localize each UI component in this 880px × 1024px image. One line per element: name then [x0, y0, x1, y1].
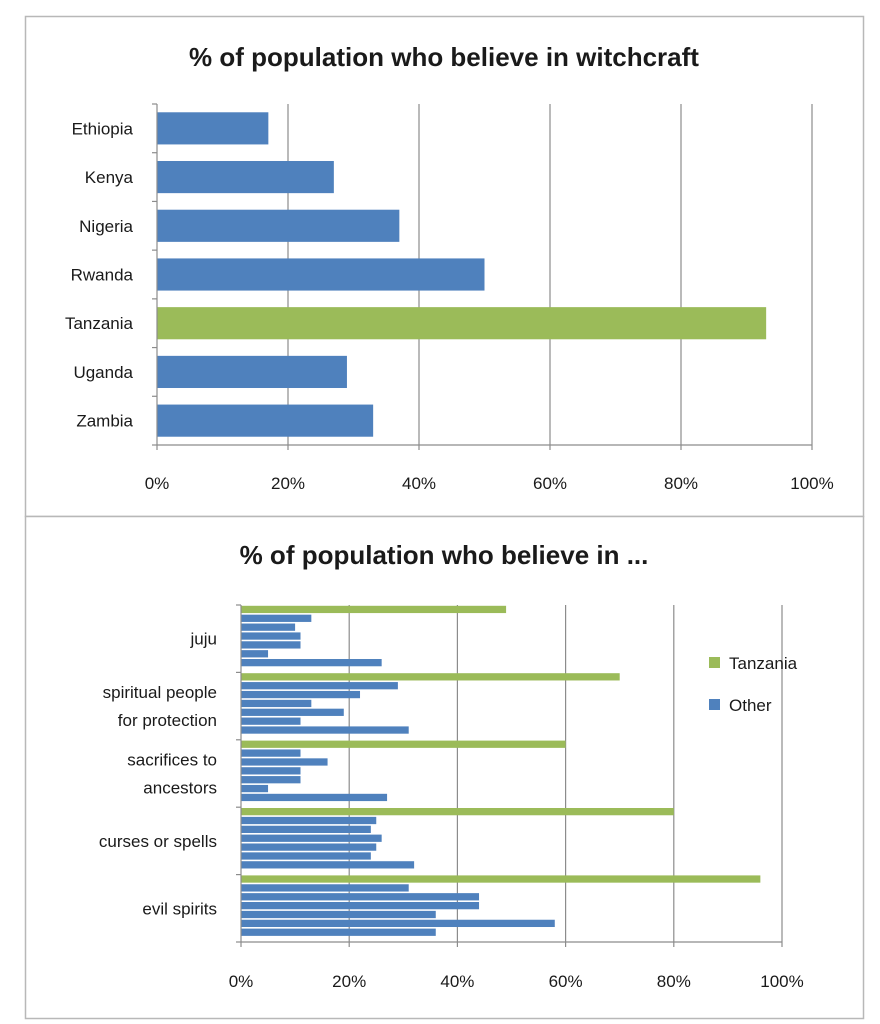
chart-2-category-label: juju — [190, 630, 217, 649]
chart-1-tick-labels: 0% 20% 40% 60% 80% 100% — [145, 474, 834, 493]
chart-2-bar-other — [241, 749, 301, 757]
chart-2-category-label: sacrifices to — [127, 751, 217, 770]
chart-1-category-label: Ethiopia — [72, 119, 134, 138]
chart-1-bar — [157, 209, 400, 242]
chart-2-bar-other — [241, 825, 371, 834]
chart-1-category-label: Tanzania — [65, 314, 134, 333]
chart-1-category-label: Kenya — [85, 168, 134, 187]
chart-1-title: % of population who believe in witchcraf… — [189, 42, 699, 72]
chart-2-bar-other — [241, 758, 328, 766]
legend-swatch-other — [709, 699, 720, 710]
chart-2-bar-other — [241, 632, 301, 640]
chart-2-tick-label: 20% — [332, 972, 366, 991]
chart-2-bar-other — [241, 852, 371, 860]
chart-2-bar-other — [241, 816, 377, 825]
chart-2-bar-other — [241, 793, 388, 802]
chart-2-tick-label: 60% — [549, 972, 583, 991]
chart-2-tick-label: 100% — [760, 972, 803, 991]
chart-2-bar-other — [241, 690, 361, 699]
chart-2-category-label: spiritual people — [103, 683, 217, 702]
chart-1-tick-label: 80% — [664, 474, 698, 493]
chart-2-bar-other — [241, 650, 269, 658]
chart-2-bar-other — [241, 717, 301, 725]
chart-1-category-label: Zambia — [76, 412, 133, 431]
chart-2-bar-other — [241, 641, 301, 649]
chart-1-bar — [157, 355, 347, 389]
chart-2-tick-labels: 0% 20% 40% 60% 80% 100% — [229, 972, 804, 991]
chart-2-bar-other — [241, 834, 382, 842]
chart-1-bar — [157, 160, 334, 194]
chart-2-category-labels: juju spiritual people for protection sacrif… — [99, 630, 217, 919]
chart-2-legend: Tanzania Other — [709, 654, 798, 715]
chart-2-axis — [236, 604, 783, 947]
chart-2-bar-tanzania — [241, 605, 507, 614]
chart-1-tick-label: 100% — [790, 474, 833, 493]
legend-swatch-tanzania — [709, 657, 720, 668]
chart-1-tick-label: 40% — [402, 474, 436, 493]
chart-2-bar-other — [241, 893, 480, 901]
chart-1-category-label: Rwanda — [71, 266, 134, 285]
chart-2-bar-tanzania — [241, 875, 761, 883]
legend-label-tanzania: Tanzania — [729, 654, 798, 673]
chart-1-bar — [157, 404, 374, 437]
chart-2-tick-label: 80% — [657, 972, 691, 991]
chart-1-bar — [157, 258, 485, 291]
chart-1-category-labels: Ethiopia Kenya Nigeria Rwanda Tanzania Uganda… — [65, 119, 134, 430]
chart-2-bar-other — [241, 699, 312, 708]
chart-1-tick-label: 60% — [533, 474, 567, 493]
chart-2-bar-other — [241, 767, 301, 775]
chart-2-bar-other — [241, 910, 436, 919]
chart-2-bar-other — [241, 614, 312, 622]
chart-2-title: % of population who believe in ... — [240, 540, 649, 570]
chart-2-category-label: evil spirits — [142, 899, 217, 918]
chart-1-bar — [157, 112, 269, 145]
legend-label-other: Other — [729, 696, 772, 715]
chart-2-bar-other — [241, 784, 269, 793]
chart-2-bar-other — [241, 659, 382, 667]
chart-2-frame — [24, 515, 865, 1020]
chart-2-bar-other — [241, 776, 301, 784]
chart-1-axis — [152, 103, 813, 450]
chart-2-bar-other — [241, 843, 377, 851]
chart-1-bars — [157, 112, 767, 437]
chart-2-bar-other — [241, 928, 436, 936]
chart-2-category-label: ancestors — [143, 779, 217, 798]
chart-2-bar-other — [241, 884, 409, 892]
chart-1-category-label: Uganda — [73, 363, 133, 382]
chart-2-category-label: for protection — [118, 711, 217, 730]
chart-2-bars — [241, 605, 761, 936]
chart-2-bar-tanzania — [241, 673, 620, 681]
chart-1-tick-label: 0% — [145, 474, 170, 493]
chart-2-category-label: curses or spells — [99, 832, 217, 851]
chart-2-tick-label: 0% — [229, 972, 254, 991]
chart-2-tick-label: 40% — [440, 972, 474, 991]
chart-2-bar-other — [241, 902, 480, 910]
chart-2-bar-other — [241, 861, 415, 869]
chart-2-bar-other — [241, 708, 344, 716]
chart-1-bar — [157, 307, 767, 340]
chart-2-bar-other — [241, 919, 555, 928]
chart-2-bar-other — [241, 623, 296, 631]
chart-2-bar-other — [241, 682, 398, 690]
chart-2-bar-other — [241, 726, 409, 734]
chart-2-bar-tanzania — [241, 807, 674, 816]
chart-1-category-label: Nigeria — [79, 217, 133, 236]
chart-1-tick-label: 20% — [271, 474, 305, 493]
chart-2-bar-tanzania — [241, 740, 566, 748]
